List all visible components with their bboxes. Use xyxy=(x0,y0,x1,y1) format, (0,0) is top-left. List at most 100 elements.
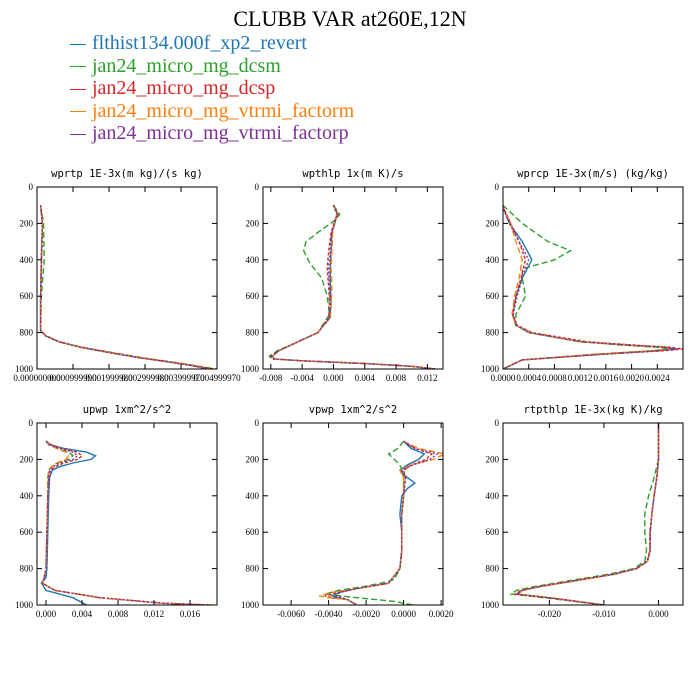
x-tick-label: -0.0060 xyxy=(277,609,305,619)
x-tick-label: 0.000 xyxy=(648,609,669,619)
x-tick-label: 0.000 xyxy=(323,373,344,383)
y-tick-label: 1000 xyxy=(481,364,500,374)
panel-title: wprcp 1E-3x(m/s) (kg/kg) xyxy=(517,168,669,180)
legend-label: flthist134.000f_xp2_revert xyxy=(92,32,307,54)
y-tick-label: 0 xyxy=(255,418,260,428)
y-tick-label: 0 xyxy=(29,182,34,192)
y-tick-label: 1000 xyxy=(15,600,34,610)
y-tick-label: 200 xyxy=(246,454,260,464)
y-tick-label: 400 xyxy=(246,255,260,265)
series-line xyxy=(40,440,97,605)
y-tick-label: 1000 xyxy=(241,600,260,610)
y-tick-label: 800 xyxy=(486,564,500,574)
series-line xyxy=(41,440,209,605)
series-line xyxy=(334,440,440,605)
x-tick-label: 0.004999970 xyxy=(193,373,241,383)
plot-frame xyxy=(502,186,684,370)
x-tick-label: -0.004 xyxy=(291,373,315,383)
series-line xyxy=(270,204,436,369)
x-tick-label: 0.0000 xyxy=(391,609,416,619)
y-tick-label: 600 xyxy=(246,291,260,301)
x-tick-label: 0.0004 xyxy=(516,373,541,383)
y-tick-label: 200 xyxy=(486,454,500,464)
y-tick-label: 0 xyxy=(29,418,34,428)
x-tick-label: 0.000999990 xyxy=(49,373,97,383)
chart-panel: wpthlp 1x(m K)/s 0 200 400 600 800 1000-0.008-… xyxy=(241,168,444,383)
plot-frame xyxy=(262,186,444,370)
series-line xyxy=(509,423,660,605)
y-tick-label: 600 xyxy=(486,291,500,301)
legend-label: jan24_micro_mg_dcsp xyxy=(92,77,276,99)
series-line xyxy=(319,440,443,605)
x-tick-label: 0.002999980 xyxy=(121,373,169,383)
legend-label: jan24_micro_mg_vtrmi_factorm xyxy=(92,99,355,122)
y-tick-label: 600 xyxy=(20,527,34,537)
x-tick-label: 0.0020 xyxy=(429,609,454,619)
x-tick-label: 0.008 xyxy=(108,609,129,619)
y-tick-label: 0 xyxy=(495,182,500,192)
x-tick-label: 0.0012 xyxy=(568,373,593,383)
series-line xyxy=(268,204,436,369)
chart-panel: vpwp 1xm^2/s^2 0 200 400 600 800 1000 -0.0060 -0… xyxy=(241,404,454,619)
chart-panel: wprcp 1E-3x(m/s) (kg/kg) 0 200 400 600 800 100… xyxy=(481,168,684,383)
x-tick-label: -0.0040 xyxy=(315,609,343,619)
y-tick-label: 400 xyxy=(486,255,500,265)
y-tick-label: 800 xyxy=(20,564,34,574)
series-line xyxy=(503,205,677,369)
legend-line-swatch xyxy=(70,43,86,45)
series-line xyxy=(271,204,436,369)
legend-label: jan24_micro_mg_dcsm xyxy=(92,54,281,77)
x-tick-label: 0.003999970 xyxy=(157,373,205,383)
y-tick-label: 600 xyxy=(246,527,260,537)
plot-frame xyxy=(262,422,444,606)
y-tick-label: 400 xyxy=(246,491,260,501)
legend-item: jan24_micro_mg_vtrmi_factorp xyxy=(70,122,354,145)
series-line xyxy=(41,440,209,605)
y-tick-label: 1000 xyxy=(15,364,34,374)
x-tick-label: -0.0020 xyxy=(352,609,380,619)
legend-line-swatch xyxy=(70,88,86,90)
series-line xyxy=(39,205,207,369)
y-tick-label: 400 xyxy=(486,491,500,501)
series-line xyxy=(40,440,209,605)
x-tick-label: 0.012 xyxy=(417,373,437,383)
series-line xyxy=(269,204,436,369)
x-tick-label: 0.012 xyxy=(144,609,164,619)
y-tick-label: 400 xyxy=(20,491,34,501)
legend: flthist134.000f_xp2_revert jan24_micro_m… xyxy=(70,32,354,145)
chart-panel: wprtp 1E-3x(m kg)/(s kg) 0 200 400 600 800 100… xyxy=(13,168,241,383)
y-tick-label: 200 xyxy=(486,218,500,228)
plot-frame xyxy=(36,186,218,370)
x-tick-label: 0.0024 xyxy=(645,373,670,383)
x-tick-label: 0.0000 xyxy=(491,373,516,383)
legend-item: jan24_micro_mg_dcsm xyxy=(70,55,354,78)
legend-label: jan24_micro_mg_vtrmi_factorp xyxy=(92,122,349,144)
x-tick-label: 0.016 xyxy=(180,609,201,619)
y-tick-label: 800 xyxy=(246,564,260,574)
series-line xyxy=(324,440,434,605)
panel-title: vpwp 1xm^2/s^2 xyxy=(309,404,398,416)
y-tick-label: 200 xyxy=(20,454,34,464)
panel-title: wpthlp 1x(m K)/s xyxy=(302,168,403,180)
y-tick-label: 1000 xyxy=(241,364,260,374)
x-tick-label: 0.001999980 xyxy=(85,373,133,383)
y-tick-label: 800 xyxy=(20,328,34,338)
plot-frame xyxy=(36,422,218,606)
x-tick-label: 0.000000000 xyxy=(13,373,61,383)
y-tick-label: 0 xyxy=(255,182,260,192)
x-tick-label: 0.004 xyxy=(72,609,93,619)
series-line xyxy=(330,440,426,605)
series-line xyxy=(503,204,683,369)
y-tick-label: 1000 xyxy=(481,600,500,610)
x-tick-label: -0.008 xyxy=(259,373,283,383)
legend-line-swatch xyxy=(70,133,86,135)
series-line xyxy=(503,205,677,369)
panel-title: wprtp 1E-3x(m kg)/(s kg) xyxy=(51,168,203,180)
x-tick-label: 0.0016 xyxy=(593,373,618,383)
page-title: CLUBB VAR at260E,12N xyxy=(233,6,467,31)
y-tick-label: 0 xyxy=(495,418,500,428)
plot-frame xyxy=(502,422,684,606)
series-line xyxy=(41,440,213,605)
